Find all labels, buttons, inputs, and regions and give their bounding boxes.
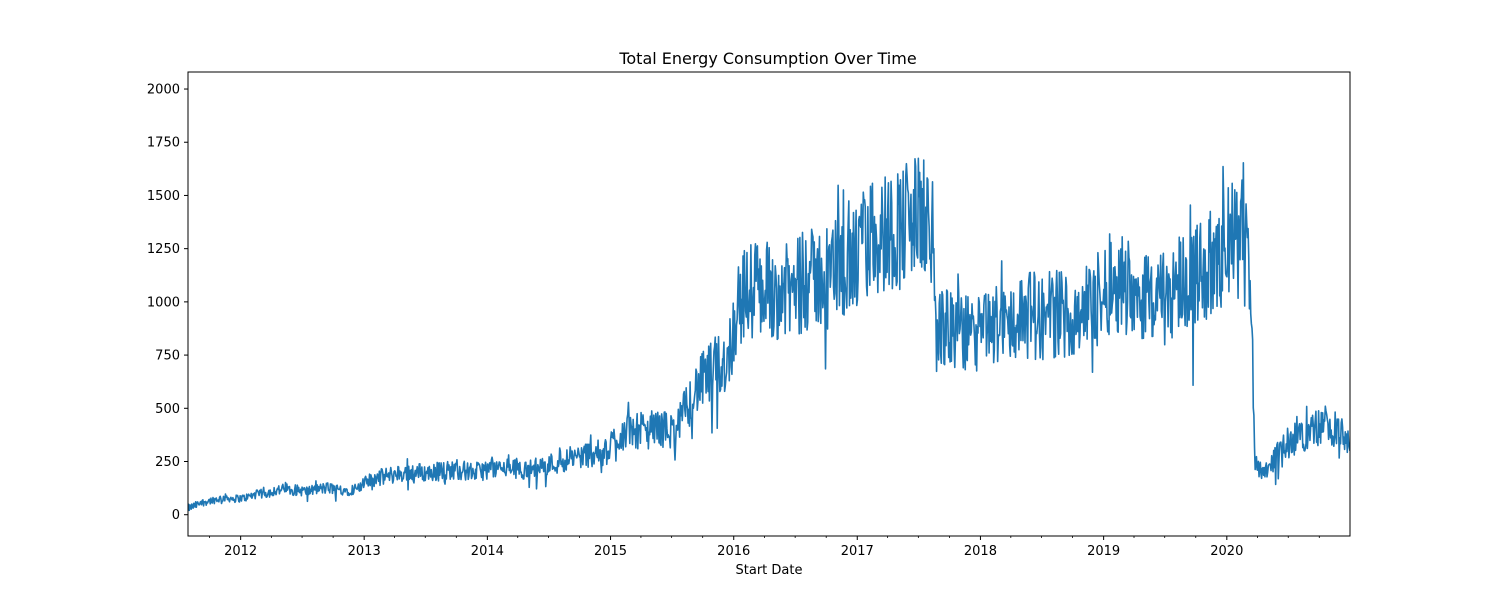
x-tick-label: 2014 <box>471 544 504 559</box>
x-tick-label: 2019 <box>1087 544 1120 559</box>
chart-title: Total Energy Consumption Over Time <box>618 49 916 68</box>
y-tick-label: 750 <box>155 349 180 364</box>
x-tick-label: 2015 <box>594 544 627 559</box>
x-tick-label: 2017 <box>841 544 874 559</box>
x-axis-label: Start Date <box>736 563 803 578</box>
x-tick-label: 2020 <box>1210 544 1243 559</box>
y-tick-label: 1250 <box>147 242 180 257</box>
x-tick-label: 2018 <box>964 544 997 559</box>
y-tick-label: 1500 <box>147 189 180 204</box>
x-axis: 2012 2013 2014 2015 2016 2017 2018 2019 2020 <box>209 536 1320 559</box>
x-tick-label: 2012 <box>224 544 257 559</box>
y-tick-label: 2000 <box>147 83 180 98</box>
x-tick-label: 2013 <box>348 544 381 559</box>
y-tick-label: 1000 <box>147 295 180 310</box>
x-tick-label: 2016 <box>717 544 750 559</box>
y-tick-label: 500 <box>155 402 180 417</box>
y-tick-label: 250 <box>155 455 180 470</box>
y-tick-label: 1750 <box>147 136 180 151</box>
plot-frame <box>187 71 1351 537</box>
y-axis: 0 250 500 750 1000 1250 1500 1750 2000 <box>147 83 188 523</box>
y-tick-label: 0 <box>172 508 180 523</box>
series-line <box>188 157 1350 512</box>
